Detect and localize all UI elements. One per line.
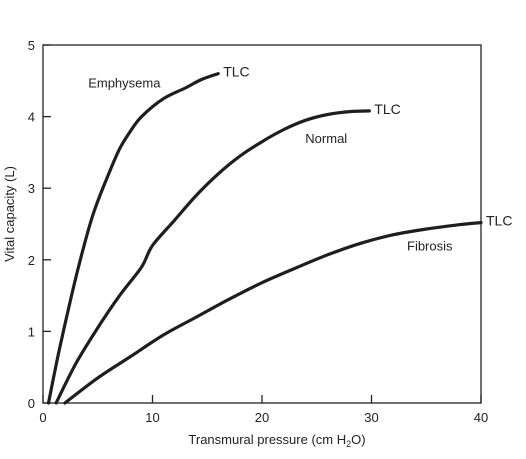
normal-tlc-label: TLC	[374, 101, 400, 117]
plot-frame	[42, 44, 482, 404]
curve-labels: TLC Emphysema TLC Normal TLC Fibrosis	[88, 64, 512, 254]
normal-curve	[54, 109, 371, 405]
x-axis-label-sub: 2	[346, 439, 351, 449]
x-axis-label-end: O)	[351, 432, 365, 447]
y-axis-label: Vital capacity (L)	[2, 166, 17, 262]
curves	[46, 72, 483, 405]
y-tick-label: 2	[28, 253, 35, 268]
y-tick-label: 4	[28, 110, 35, 125]
x-axis-label-main: Transmural pressure (cm H	[188, 432, 346, 447]
y-tick-label: 5	[28, 38, 35, 53]
y-tick-label: 1	[28, 324, 35, 339]
x-tick-label: 10	[145, 410, 159, 425]
x-tick-label: 30	[364, 410, 378, 425]
x-tick-label: 0	[39, 410, 46, 425]
fibrosis-tlc-label: TLC	[486, 213, 512, 229]
x-axis-label: Transmural pressure (cm H2O)	[188, 432, 365, 449]
emphysema-curve	[46, 72, 220, 405]
x-tick-label: 20	[255, 410, 269, 425]
normal-label: Normal	[305, 131, 347, 146]
fibrosis-curve	[63, 221, 483, 405]
fibrosis-label: Fibrosis	[407, 239, 453, 254]
x-tick-label: 40	[474, 410, 488, 425]
emphysema-label: Emphysema	[88, 76, 161, 91]
emphysema-tlc-label: TLC	[223, 64, 249, 80]
y-axis-ticks: 0 1 2 3 4 5	[28, 38, 51, 411]
x-axis-ticks: 0 10 20 30 40	[39, 395, 488, 425]
y-tick-label: 0	[28, 396, 35, 411]
y-tick-label: 3	[28, 181, 35, 196]
